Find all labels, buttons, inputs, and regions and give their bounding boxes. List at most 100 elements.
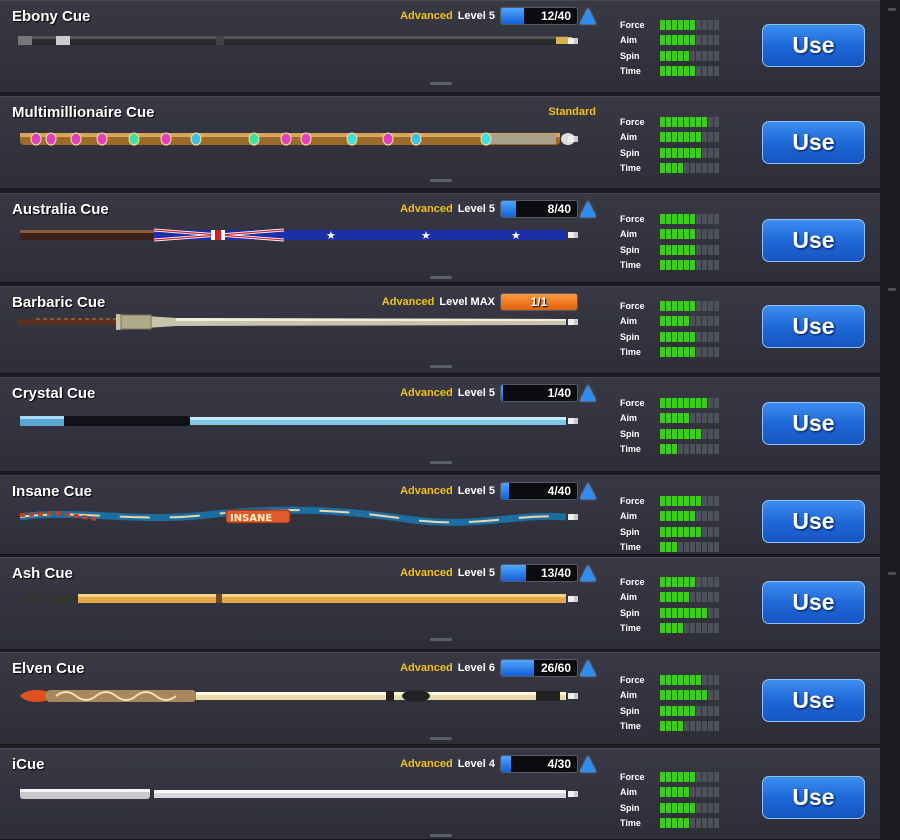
use-button[interactable]: Use xyxy=(762,305,865,348)
stat-segment xyxy=(696,244,701,255)
scrollbar[interactable] xyxy=(884,0,900,840)
stat-segment xyxy=(696,787,701,798)
level-area: Advanced Level 6 26/60 xyxy=(400,657,596,679)
level-progress-bar: 4/40 xyxy=(500,482,578,500)
cue-row[interactable]: Australia Cue Advanced Level 5 8/40 ★ ★ ★ xyxy=(0,193,880,283)
use-button[interactable]: Use xyxy=(762,402,865,445)
stat-segment xyxy=(708,592,713,603)
stat-segment xyxy=(684,331,689,342)
stat-segment xyxy=(708,576,713,587)
use-button[interactable]: Use xyxy=(762,121,865,164)
stat-label: Force xyxy=(620,397,645,408)
cue-row[interactable]: Barbaric Cue Advanced Level MAX 1/1 Force … xyxy=(0,286,880,374)
stat-segment xyxy=(690,244,695,255)
cue-row[interactable]: Ebony Cue Advanced Level 5 12/40 Force Aim… xyxy=(0,0,880,93)
stat-segment xyxy=(666,818,671,829)
cue-row[interactable]: Crystal Cue Advanced Level 5 1/40 Force Ai… xyxy=(0,377,880,472)
use-button[interactable]: Use xyxy=(762,679,865,722)
stat-segment xyxy=(666,721,671,732)
use-button[interactable]: Use xyxy=(762,24,865,67)
stat-aim: Aim xyxy=(620,688,720,704)
cue-row[interactable]: iCue Advanced Level 4 4/30 Force Aim Spin … xyxy=(0,748,880,840)
stat-segment xyxy=(714,721,719,732)
stat-segment xyxy=(660,260,665,271)
cue-name: Barbaric Cue xyxy=(12,294,106,311)
stat-segment xyxy=(672,132,677,143)
stat-segment xyxy=(714,147,719,158)
cue-row[interactable]: Ash Cue Advanced Level 5 13/40 Force Aim S… xyxy=(0,557,880,650)
upgrade-arrow-icon[interactable] xyxy=(580,660,596,676)
stat-bar xyxy=(660,428,719,439)
stat-segment xyxy=(666,623,671,634)
cue-row[interactable]: Multimillionaire Cue Standard Force Aim S… xyxy=(0,96,880,189)
use-button[interactable]: Use xyxy=(762,776,865,819)
stat-bar xyxy=(660,50,719,61)
stat-label: Aim xyxy=(620,690,638,701)
stat-segment xyxy=(660,607,665,618)
cue-stats: Force Aim Spin Time xyxy=(620,574,720,636)
stat-spin: Spin xyxy=(620,703,720,719)
use-button[interactable]: Use xyxy=(762,219,865,262)
stat-segment xyxy=(672,592,677,603)
stat-segment xyxy=(714,623,719,634)
stat-label: Time xyxy=(620,542,641,553)
use-button[interactable]: Use xyxy=(762,500,865,543)
upgrade-arrow-icon[interactable] xyxy=(580,8,596,24)
stat-label: Force xyxy=(620,771,645,782)
stat-segment xyxy=(690,511,695,522)
stat-segment xyxy=(696,623,701,634)
stat-bar xyxy=(660,260,719,271)
upgrade-arrow-icon[interactable] xyxy=(580,483,596,499)
stat-segment xyxy=(684,576,689,587)
stat-segment xyxy=(690,213,695,224)
upgrade-arrow-icon[interactable] xyxy=(580,385,596,401)
level-area: Advanced Level 5 13/40 xyxy=(400,562,596,584)
stat-segment xyxy=(702,260,707,271)
stat-label: Aim xyxy=(620,35,638,46)
cue-stats: Force Aim Spin Time xyxy=(620,769,720,831)
stat-segment xyxy=(660,802,665,813)
upgrade-arrow-icon[interactable] xyxy=(580,201,596,217)
tier-label: Advanced xyxy=(400,203,453,215)
stat-segment xyxy=(696,771,701,782)
stat-segment xyxy=(708,607,713,618)
level-progress-fill xyxy=(501,756,511,772)
stat-segment xyxy=(666,132,671,143)
stat-segment xyxy=(678,397,683,408)
upgrade-arrow-icon[interactable] xyxy=(580,565,596,581)
stat-segment xyxy=(660,526,665,537)
use-button[interactable]: Use xyxy=(762,581,865,624)
stat-bar xyxy=(660,213,719,224)
stat-segment xyxy=(714,818,719,829)
stat-segment xyxy=(672,771,677,782)
stat-bar xyxy=(660,802,719,813)
level-progress-text: 8/40 xyxy=(547,202,571,216)
level-progress-text: 4/40 xyxy=(547,484,571,498)
stat-time: Time xyxy=(620,816,720,832)
stat-segment xyxy=(666,607,671,618)
level-progress-bar: 1/40 xyxy=(500,384,578,402)
stat-segment xyxy=(666,213,671,224)
stat-segment xyxy=(684,229,689,240)
stat-segment xyxy=(666,802,671,813)
stat-segment xyxy=(672,802,677,813)
row-divider-handle xyxy=(430,461,452,464)
stat-bar xyxy=(660,771,719,782)
level-label: Level 5 xyxy=(457,485,495,497)
stat-time: Time xyxy=(620,719,720,735)
stat-label: Spin xyxy=(620,607,640,618)
stat-segment xyxy=(678,35,683,46)
stat-time: Time xyxy=(620,258,720,274)
stat-segment xyxy=(696,397,701,408)
stat-segment xyxy=(708,300,713,311)
stat-bar xyxy=(660,413,719,424)
stat-segment xyxy=(678,511,683,522)
upgrade-arrow-icon[interactable] xyxy=(580,756,596,772)
stat-label: Aim xyxy=(620,787,638,798)
stat-segment xyxy=(672,316,677,327)
cue-stats: Force Aim Spin Time xyxy=(620,493,720,555)
cue-row[interactable]: Insane Cue Advanced Level 5 4/40 INSANE Fo… xyxy=(0,475,880,562)
cue-row[interactable]: Elven Cue Advanced Level 6 26/60 Force Aim… xyxy=(0,652,880,745)
level-progress-bar: 8/40 xyxy=(500,200,578,218)
